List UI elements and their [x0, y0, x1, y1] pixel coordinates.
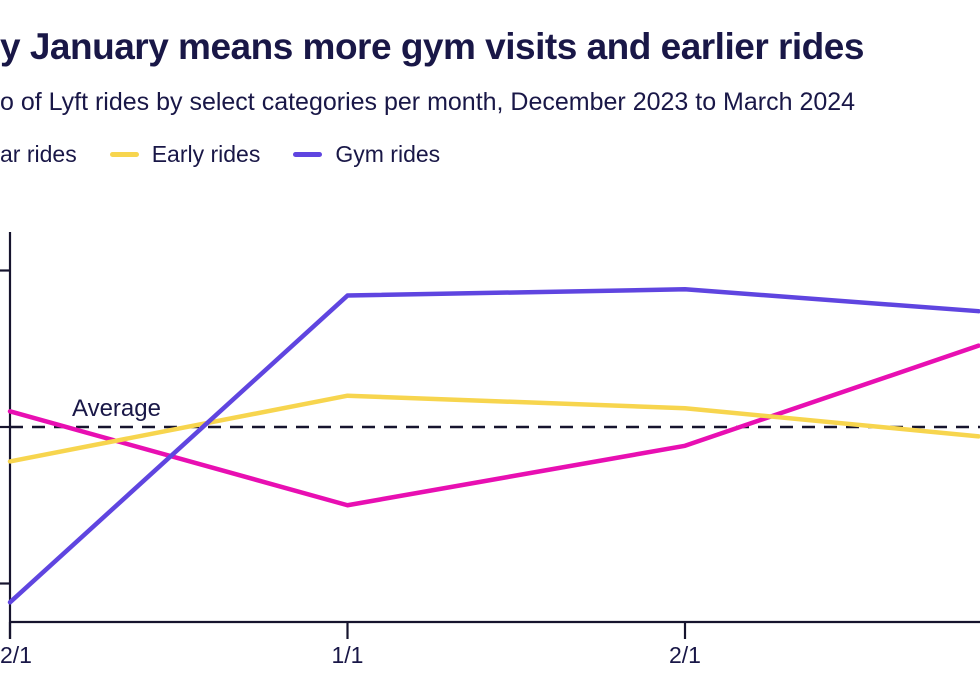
legend-item-early-rides: Early rides: [109, 141, 261, 168]
series-line-ar-rides: [7, 343, 980, 508]
chart-subtitle: o of Lyft rides by select categories per…: [0, 88, 856, 116]
legend: ar rides Early rides Gym rides: [0, 141, 440, 168]
legend-item-gym-rides: Gym rides: [293, 141, 440, 168]
legend-label: Gym rides: [335, 141, 441, 167]
series-line-early-rides: [7, 393, 980, 464]
legend-label: Early rides: [151, 141, 261, 167]
legend-swatch-icon: [109, 152, 139, 157]
series-line-gym-rides: [7, 287, 980, 605]
legend-label: ar rides: [0, 141, 77, 167]
chart-title: y January means more gym visits and earl…: [0, 26, 864, 67]
legend-swatch-icon: [293, 152, 323, 157]
average-label: Average: [72, 395, 161, 422]
x-axis-label: 2/1: [0, 642, 32, 668]
x-axis-label: 1/1: [332, 642, 364, 668]
x-axis-label: 2/1: [669, 642, 701, 668]
legend-item-bar-rides: ar rides: [0, 141, 77, 168]
